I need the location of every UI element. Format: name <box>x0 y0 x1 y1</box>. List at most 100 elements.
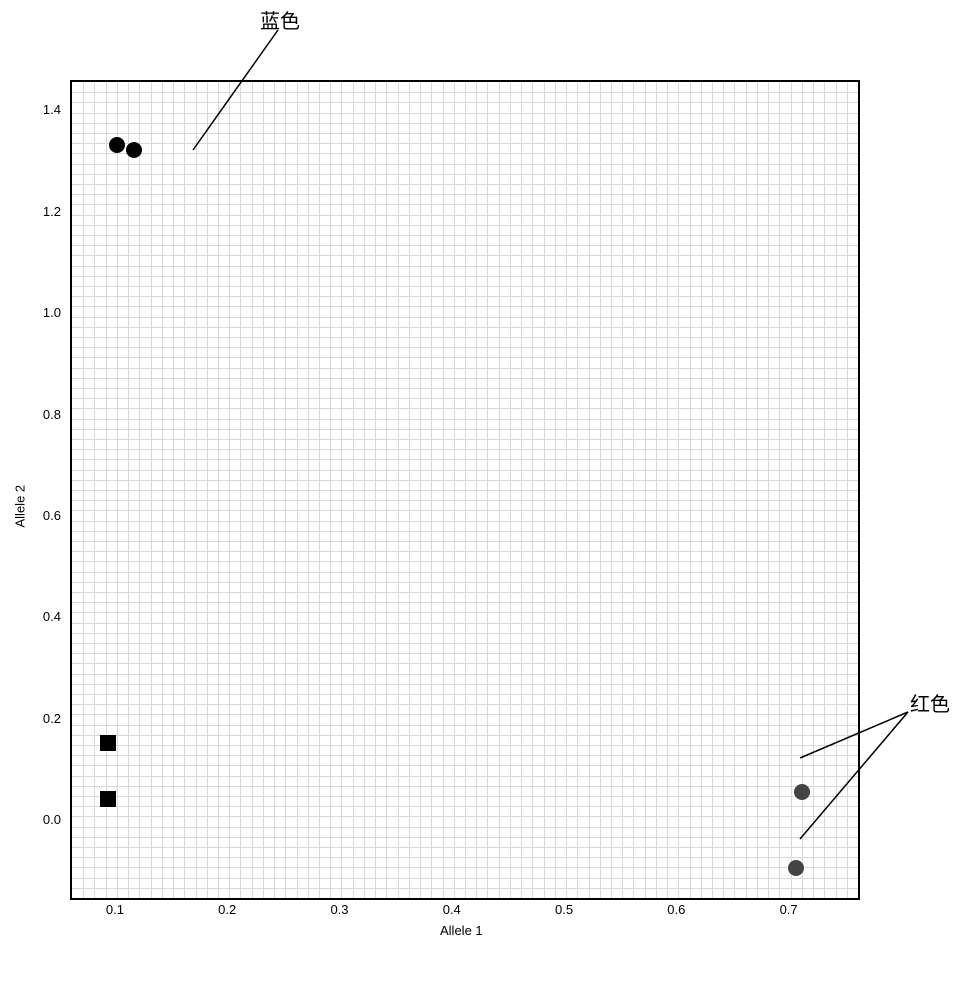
y-tick-label: 1.0 <box>36 305 61 320</box>
grid-line-h <box>72 266 858 267</box>
x-tick-label: 0.7 <box>774 902 804 917</box>
grid-line-h <box>72 653 858 654</box>
grid-line-h <box>72 684 858 685</box>
grid-line-h <box>72 878 858 879</box>
marker-red_cluster <box>788 860 804 876</box>
x-tick-label: 0.1 <box>100 902 130 917</box>
x-tick-label: 0.2 <box>212 902 242 917</box>
grid-line-h <box>72 765 858 766</box>
grid-line-h <box>72 174 858 175</box>
grid-line-h <box>72 123 858 124</box>
grid-line-h <box>72 317 858 318</box>
x-tick-label: 0.5 <box>549 902 579 917</box>
grid-line-h <box>72 490 858 491</box>
grid-line-h <box>72 837 858 838</box>
grid-line-h <box>72 92 858 93</box>
plot-area <box>70 80 860 900</box>
marker-square_cluster <box>100 791 116 807</box>
grid-line-h <box>72 439 858 440</box>
grid-line-h <box>72 776 858 777</box>
grid-line-h <box>72 459 858 460</box>
grid-line-h <box>72 725 858 726</box>
grid-line-h <box>72 521 858 522</box>
grid-line-h <box>72 704 858 705</box>
y-tick-label: 1.4 <box>36 102 61 117</box>
y-tick-label: 0.2 <box>36 711 61 726</box>
grid-line-h <box>72 235 858 236</box>
grid-line-h <box>72 255 858 256</box>
grid-line-h <box>72 714 858 715</box>
grid-line-h <box>72 194 858 195</box>
y-tick-label: 1.2 <box>36 204 61 219</box>
y-tick-label: 0.4 <box>36 609 61 624</box>
grid-line-h <box>72 480 858 481</box>
grid-line-h <box>72 592 858 593</box>
grid-line-h <box>72 551 858 552</box>
y-tick-label: 0.6 <box>36 508 61 523</box>
marker-square_cluster <box>100 735 116 751</box>
grid-line-h <box>72 276 858 277</box>
grid-line-h <box>72 531 858 532</box>
grid-line-h <box>72 449 858 450</box>
grid-line-h <box>72 745 858 746</box>
grid-line-h <box>72 663 858 664</box>
blue-callout-label: 蓝色 <box>260 5 300 34</box>
marker-red_cluster <box>794 784 810 800</box>
grid-line-h <box>72 347 858 348</box>
grid-line-h <box>72 368 858 369</box>
y-tick-label: 0.8 <box>36 407 61 422</box>
grid-line-h <box>72 582 858 583</box>
chart-container: 蓝色 红色 Allele 2 Allele 1 0.0 0.2 0.4 0.6 0.8 1… <box>0 0 958 1000</box>
grid-line-h <box>72 378 858 379</box>
grid-line-h <box>72 633 858 634</box>
grid-line-h <box>72 847 858 848</box>
grid-line-h <box>72 735 858 736</box>
grid-line-h <box>72 184 858 185</box>
grid-line-h <box>72 306 858 307</box>
grid-line-h <box>72 398 858 399</box>
grid-line-h <box>72 286 858 287</box>
grid-line-h <box>72 857 858 858</box>
grid-line-h <box>72 867 858 868</box>
grid-line-h <box>72 429 858 430</box>
x-tick-label: 0.3 <box>324 902 354 917</box>
grid-line-h <box>72 602 858 603</box>
grid-line-h <box>72 561 858 562</box>
grid-line-h <box>72 245 858 246</box>
grid-line-h <box>72 215 858 216</box>
grid-line-h <box>72 357 858 358</box>
grid-line-h <box>72 388 858 389</box>
grid-line-h <box>72 327 858 328</box>
marker-blue_cluster <box>109 137 125 153</box>
grid-line-h <box>72 694 858 695</box>
grid-line-h <box>72 888 858 889</box>
grid-line-h <box>72 164 858 165</box>
grid-line-h <box>72 612 858 613</box>
grid-line-h <box>72 643 858 644</box>
grid-line-h <box>72 796 858 797</box>
grid-line-h <box>72 786 858 787</box>
grid-line-h <box>72 113 858 114</box>
grid-line-h <box>72 755 858 756</box>
grid-line-h <box>72 674 858 675</box>
red-callout-label: 红色 <box>910 688 950 717</box>
grid-line-h <box>72 337 858 338</box>
grid-line-h <box>72 204 858 205</box>
grid-line-h <box>72 500 858 501</box>
grid-line-h <box>72 143 858 144</box>
grid-line-h <box>72 102 858 103</box>
grid-line-h <box>72 572 858 573</box>
x-axis-label: Allele 1 <box>440 923 483 938</box>
marker-blue_cluster <box>126 142 142 158</box>
y-axis-label: Allele 2 <box>13 468 28 528</box>
y-tick-label: 0.0 <box>36 812 61 827</box>
grid-line-h <box>72 510 858 511</box>
grid-line-h <box>72 408 858 409</box>
grid-line-h <box>72 153 858 154</box>
grid-line-h <box>72 225 858 226</box>
grid-line-h <box>72 816 858 817</box>
x-tick-label: 0.6 <box>661 902 691 917</box>
grid-line-h <box>72 623 858 624</box>
grid-line-h <box>72 133 858 134</box>
x-tick-label: 0.4 <box>437 902 467 917</box>
